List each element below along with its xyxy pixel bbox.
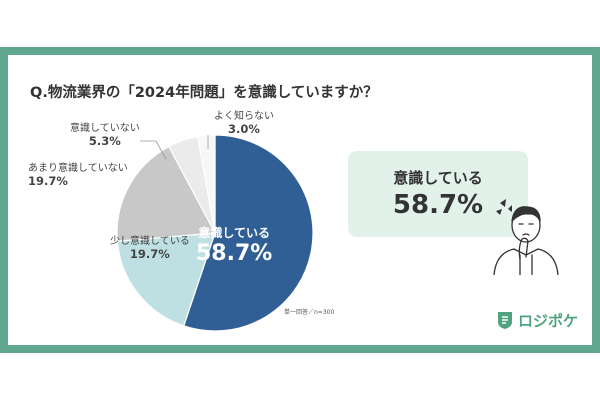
pie-chart: [116, 134, 314, 332]
callout-text: 意識している 58.7%: [348, 167, 528, 221]
slice-not-very-aware: [116, 145, 216, 242]
brand-logo: ロジポケ: [496, 309, 578, 331]
slice-label-not-aware-name: 意識していない: [70, 123, 140, 134]
logo-text: ロジポケ: [518, 311, 579, 330]
sample-note: 単一回答／n=300: [284, 309, 335, 316]
slice-label-somewhat-aware-value: 19.7%: [129, 247, 170, 261]
slice-label-not-very-aware: あまり意識していない 19.7%: [28, 162, 128, 188]
chart-frame: Q.物流業界の「2024年問題」を意識していますか？ 意識している 58.7% …: [0, 47, 600, 353]
logistics-shield-icon: [498, 312, 512, 329]
slice-label-aware-value: 58.7%: [196, 241, 273, 266]
slice-dont-know: [197, 134, 216, 234]
callout-label: 意識している: [393, 169, 483, 187]
slice-label-somewhat-aware: 少し意識している 19.7%: [110, 235, 190, 261]
slice-label-somewhat-aware-name: 少し意識している: [110, 236, 190, 247]
slice-label-aware-name: 意識している: [198, 226, 270, 240]
slice-label-dont-know-value: 3.0%: [228, 122, 260, 136]
thinking-person-icon: [493, 199, 559, 275]
slice-somewhat-aware: [116, 232, 216, 327]
slice-label-not-very-aware-value: 19.7%: [28, 174, 68, 188]
slice-label-not-aware-value: 5.3%: [88, 134, 121, 148]
slice-aware: [182, 134, 314, 332]
callout-bubble: [348, 151, 528, 237]
callout-value: 58.7%: [392, 190, 484, 220]
leader-line-not-aware: [140, 140, 167, 160]
slice-label-not-very-aware-name: あまり意識していない: [28, 163, 128, 174]
chart-title: Q.物流業界の「2024年問題」を意識していますか？: [30, 85, 378, 101]
slice-label-dont-know: よく知らない 3.0%: [214, 110, 274, 136]
slice-label-not-aware: 意識していない 5.3%: [70, 122, 140, 148]
slice-label-dont-know-name: よく知らない: [214, 111, 274, 122]
chart-card: Q.物流業界の「2024年問題」を意識していますか？ 意識している 58.7% …: [8, 55, 592, 345]
slice-label-aware: 意識している 58.7%: [196, 225, 272, 267]
